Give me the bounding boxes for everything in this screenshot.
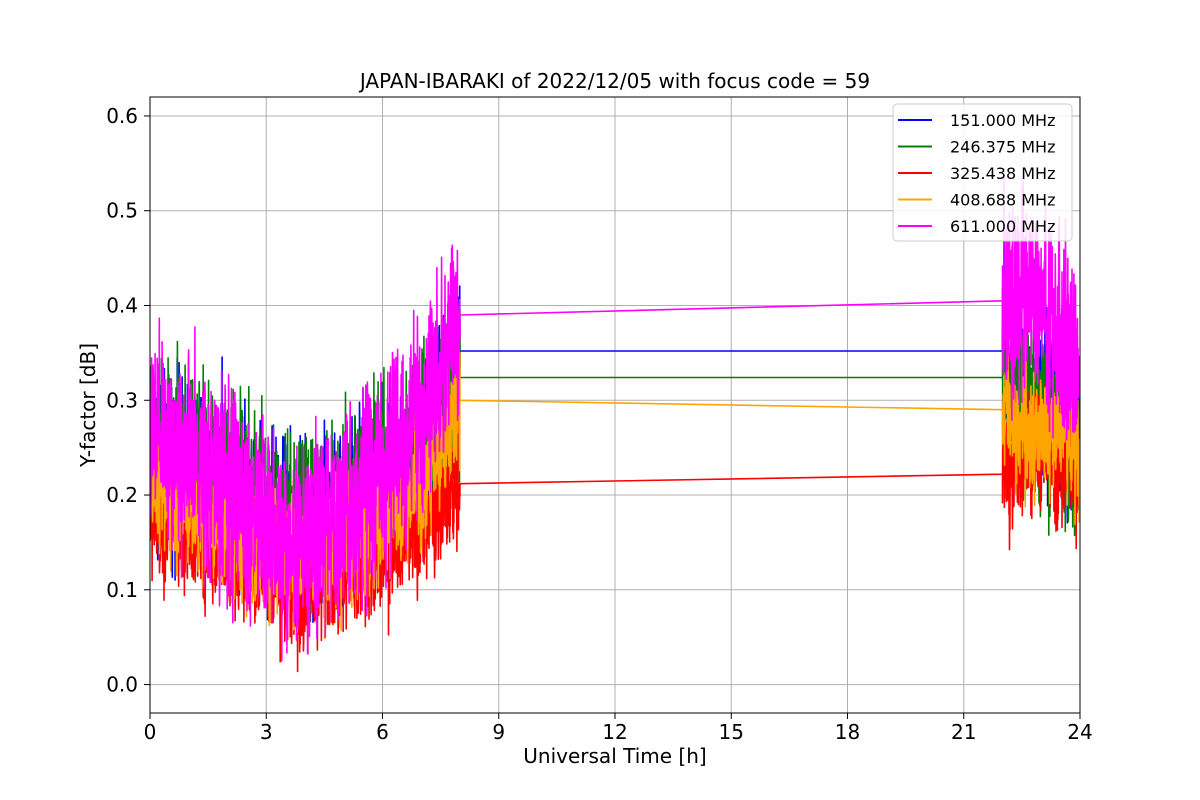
x-tick-label: 15 — [719, 720, 744, 744]
x-axis: 0 3 6 9 12 15 18 21 24 — [144, 713, 1093, 744]
legend-label: 325.438 MHz — [950, 164, 1055, 183]
series-group — [150, 173, 1080, 673]
y-tick-label: 0.6 — [106, 104, 138, 128]
x-tick-label: 0 — [144, 720, 157, 744]
x-tick-label: 18 — [835, 720, 860, 744]
y-tick-label: 0.2 — [106, 483, 138, 507]
series-line — [150, 173, 1080, 662]
y-tick-label: 0.5 — [106, 199, 138, 223]
y-tick-label: 0.0 — [106, 673, 138, 697]
legend-label: 151.000 MHz — [950, 111, 1055, 130]
x-tick-label: 3 — [260, 720, 273, 744]
legend: 151.000 MHz 246.375 MHz 325.438 MHz 408.688… — [892, 103, 1073, 242]
x-axis-label: Universal Time [h] — [523, 744, 706, 768]
chart-title: JAPAN-IBARAKI of 2022/12/05 with focus c… — [358, 69, 870, 93]
legend-box — [892, 103, 1073, 242]
x-tick-label: 24 — [1067, 720, 1092, 744]
x-tick-label: 21 — [951, 720, 976, 744]
legend-label: 408.688 MHz — [950, 191, 1055, 210]
x-tick-label: 9 — [492, 720, 505, 744]
legend-label: 246.375 MHz — [950, 138, 1055, 157]
legend-label: 611.000 MHz — [950, 217, 1055, 236]
x-tick-label: 6 — [376, 720, 389, 744]
y-axis-label: Y-factor [dB] — [76, 343, 100, 468]
y-axis: 0.0 0.1 0.2 0.3 0.4 0.5 0.6 — [106, 104, 150, 697]
x-tick-label: 12 — [602, 720, 627, 744]
y-tick-label: 0.4 — [106, 293, 138, 317]
y-tick-label: 0.1 — [106, 578, 138, 602]
y-tick-label: 0.3 — [106, 388, 138, 412]
